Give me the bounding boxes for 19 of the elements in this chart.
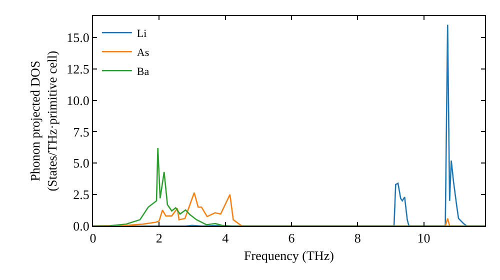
x-tick-label: 4 (222, 230, 230, 246)
x-tick-label: 6 (288, 230, 296, 246)
y-tick-label: 2.5 (73, 187, 90, 202)
legend-label: Li (136, 28, 147, 40)
y-tick-label: 15.0 (66, 30, 90, 45)
line-series (93, 147, 485, 226)
y-tick-label: 10.0 (66, 92, 90, 108)
y-tick-label: 0.0 (73, 218, 90, 234)
x-tick-label: 8 (354, 230, 361, 246)
y-tick-label: 12.5 (66, 61, 90, 76)
legend-label: As (136, 46, 150, 59)
x-axis-title: Frequency (THz) (244, 248, 334, 264)
y-tick-label: 5.0 (73, 156, 90, 171)
x-tick-label: 10 (417, 230, 430, 246)
y-axis-title: Phonon projected DOS (States/THz·primitive cell) (28, 50, 60, 192)
x-tick-label: 2 (156, 230, 162, 246)
legend-label: Ba (136, 66, 150, 78)
x-tick-label: 0 (90, 230, 96, 246)
y-tick-label: 7.5 (73, 124, 90, 140)
